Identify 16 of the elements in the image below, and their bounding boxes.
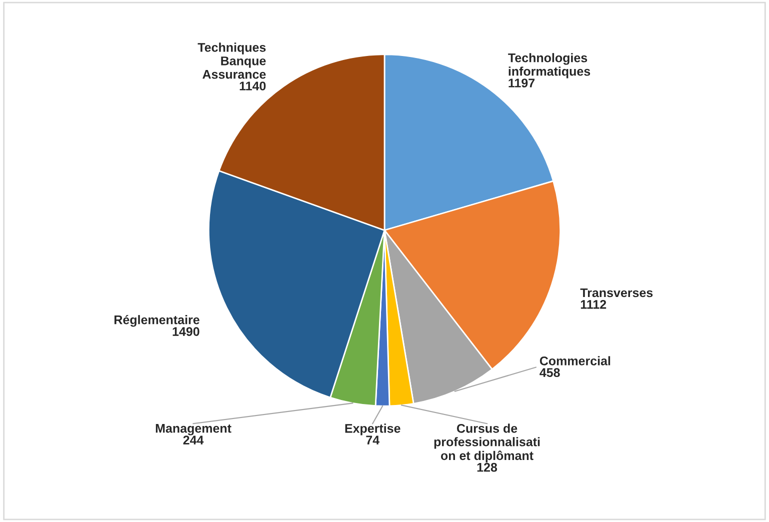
data-label: 1140 <box>240 82 266 90</box>
slice-label: Commercial <box>540 356 610 366</box>
slice-label: Réglementaire <box>114 314 200 327</box>
slice-label: Expertise <box>345 424 400 436</box>
slice-label: Cursus de professionnalisati on et diplômant <box>434 424 540 463</box>
data-label: 1490 <box>172 327 200 336</box>
data-label: 458 <box>540 368 560 378</box>
data-label: 74 <box>366 436 380 444</box>
slice-label: Techniques Banque Assurance <box>198 42 266 79</box>
data-label: 1197 <box>508 78 535 88</box>
slice-label: Management <box>156 424 232 436</box>
data-label: 1112 <box>580 300 606 309</box>
data-label: 244 <box>183 436 204 444</box>
slice-label: Transverses <box>580 288 653 298</box>
data-label: 128 <box>477 462 498 472</box>
slice-label: Technologies informatiques <box>508 53 590 78</box>
